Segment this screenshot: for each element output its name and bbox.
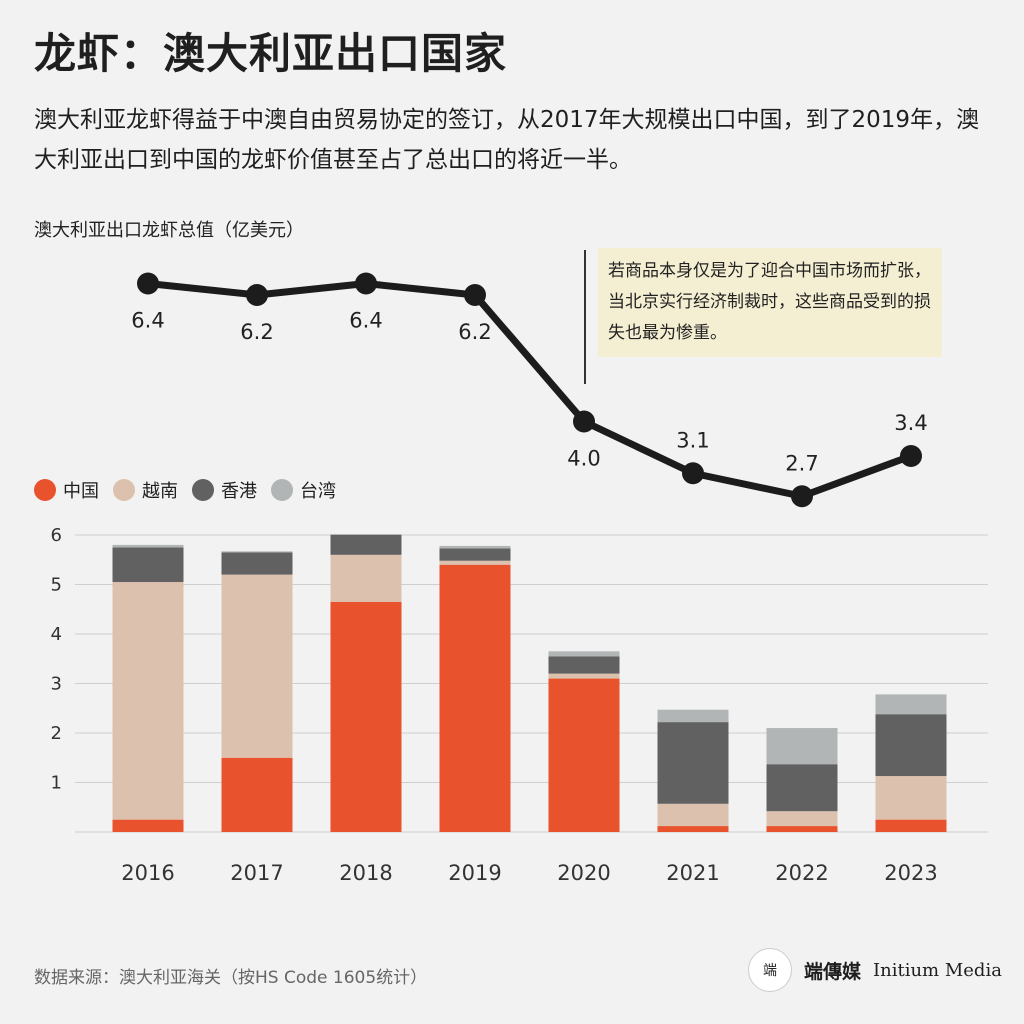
legend-label-taiwan: 台湾 [300,481,336,502]
bar-segment-taiwan-2023 [875,694,947,715]
bar-segment-taiwan-2019 [439,545,511,549]
line-point [791,485,813,508]
bar-segment-vietnam-2018 [330,554,402,602]
y-tick-label: 2 [51,723,62,744]
bar-segment-china-2021 [657,826,729,832]
x-tick-label: 2016 [121,861,174,885]
annotation-box: 若商品本身仅是为了迎合中国市场而扩张，当北京实行经济制裁时，这些商品受到的损失也… [598,248,942,357]
bar-segment-taiwan-2017 [221,551,293,553]
bar-segment-china-2018 [330,601,402,832]
bar-segment-hongkong-2022 [766,764,838,812]
bar-segment-taiwan-2018 [330,534,402,535]
x-tick-label: 2018 [339,861,392,885]
bar-segment-taiwan-2022 [766,728,838,765]
bar-segment-hongkong-2017 [221,552,293,575]
line-point [682,462,704,485]
legend-label-vietnam: 越南 [142,481,178,502]
bar-segment-vietnam-2017 [221,574,293,758]
brand-logo-icon: 端 [748,948,792,992]
bar-segment-hongkong-2021 [657,722,729,804]
bar-segment-vietnam-2016 [112,582,184,820]
bar-segment-vietnam-2022 [766,811,838,827]
bar-segment-taiwan-2020 [548,651,620,657]
bar-segment-vietnam-2021 [657,803,729,827]
legend-swatch-taiwan [271,479,293,501]
x-tick-label: 2017 [230,861,283,885]
bar-segment-china-2023 [875,819,947,832]
x-tick-label: 2019 [448,861,501,885]
bar-chart-legend: 中国 越南 香港 台湾 [34,475,336,505]
bar-segment-hongkong-2023 [875,714,947,777]
source-note: 数据来源：澳大利亚海关（按HS Code 1605统计） [34,968,428,988]
data-label: 6.2 [240,320,273,344]
brand-name-cn: 端傳媒 [804,960,862,983]
legend-item-taiwan: 台湾 [271,477,336,503]
legend-item-vietnam: 越南 [113,477,178,503]
y-tick-label: 4 [51,624,62,645]
bar-segment-vietnam-2019 [439,560,511,565]
y-tick-label: 1 [51,773,62,794]
brand: 端 端傳媒 Initium Media [748,948,1002,992]
line-chart-title: 澳大利亚出口龙虾总值（亿美元） [34,220,304,241]
bar-segment-taiwan-2021 [657,709,729,723]
page-subtitle: 澳大利亚龙虾得益于中澳自由贸易协定的签订，从2017年大规模出口中国，到了201… [34,107,980,173]
page-title: 龙虾：澳大利亚出口国家 [34,29,508,78]
bar-segment-hongkong-2016 [112,547,184,583]
x-tick-label: 2021 [666,861,719,885]
bar-segment-taiwan-2016 [112,544,184,548]
bar-segment-hongkong-2019 [439,548,511,561]
bar-segment-china-2016 [112,819,184,832]
line-point [900,445,922,467]
legend-swatch-hongkong [192,479,214,501]
legend-label-china: 中国 [63,481,99,502]
annotation-marker-line [584,250,586,384]
data-label: 6.4 [131,309,164,333]
data-label: 4.0 [567,447,600,471]
line-series [147,280,913,500]
line-point [355,272,377,295]
legend-swatch-vietnam [113,479,135,501]
bar-segment-china-2020 [548,678,620,832]
data-label: 3.4 [894,411,927,435]
y-tick-label: 5 [51,575,62,596]
bar-segment-hongkong-2020 [548,656,620,674]
brand-name-en: Initium Media [873,959,1002,981]
legend-swatch-china [34,479,56,501]
data-label: 3.1 [676,428,709,452]
legend-item-china: 中国 [34,477,99,503]
bar-segment-vietnam-2020 [548,673,620,679]
y-tick-label: 6 [51,525,62,546]
x-tick-label: 2023 [884,861,937,885]
bar-segment-china-2017 [221,757,293,832]
line-point [137,272,159,295]
stacked-bar-chart: 1 2 3 4 5 6 2016 2017 2018 2019 2020 2021 2022 2023 [51,525,988,885]
legend-label-hongkong: 香港 [221,481,257,502]
line-chart: 6.4 6.2 6.4 6.2 4.0 3.1 2.7 3.4 [131,272,928,508]
x-tick-label: 2022 [775,861,828,885]
x-tick-label: 2020 [557,861,610,885]
line-point [573,410,595,433]
data-label: 6.2 [458,320,491,344]
data-label: 2.7 [785,451,818,475]
bar-segment-vietnam-2023 [875,776,947,820]
bar-segment-china-2019 [439,564,511,832]
data-label: 6.4 [349,309,382,333]
legend-item-hongkong: 香港 [192,477,257,503]
bar-segment-hongkong-2018 [330,535,402,555]
bar-segment-china-2022 [766,826,838,832]
y-tick-label: 3 [51,674,62,695]
line-point [246,284,268,306]
line-point [464,284,486,306]
